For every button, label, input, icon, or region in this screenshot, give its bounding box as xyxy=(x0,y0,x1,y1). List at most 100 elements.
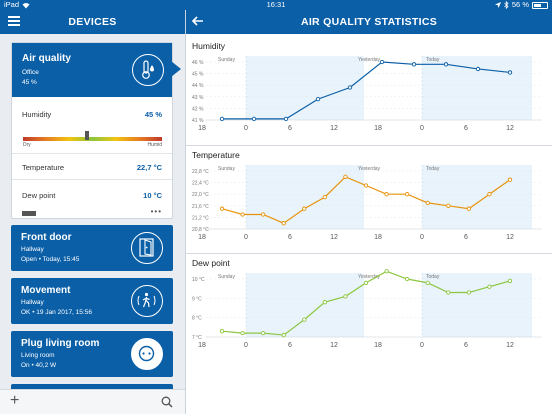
device-status: Open • Today, 15:45 xyxy=(21,256,80,263)
status-bar-right: 56 % xyxy=(494,0,548,10)
x-tick-label: 6 xyxy=(288,342,292,349)
devices-header: DEVICES xyxy=(0,10,185,34)
y-tick-label: 8 °C xyxy=(192,316,202,322)
device-status: OK • 19 Jan 2017, 15:56 xyxy=(21,309,92,316)
chart-divider xyxy=(186,253,552,254)
data-point xyxy=(363,280,369,286)
y-tick-label: 42 % xyxy=(192,106,204,112)
back-arrow-icon[interactable] xyxy=(191,14,207,30)
motion-sensor-icon xyxy=(131,285,163,317)
device-name: Front door xyxy=(21,232,72,243)
data-point xyxy=(487,192,492,197)
data-point xyxy=(281,332,286,338)
humidity-marker xyxy=(85,131,89,140)
movement-card[interactable]: Movement Hallway OK • 19 Jan 2017, 15:56 xyxy=(11,278,173,324)
day-highlight xyxy=(246,56,364,120)
data-point xyxy=(404,192,410,197)
data-point xyxy=(281,221,286,226)
data-point xyxy=(343,174,348,179)
door-icon xyxy=(131,232,163,264)
y-tick-label: 22,8 °C xyxy=(192,169,209,175)
air-quality-card[interactable]: Air quality Office 45 % Humidity 45 % Dr… xyxy=(11,42,173,219)
temperature-chart-title: Temperature xyxy=(192,150,240,160)
dew-point-chart: 7 °C 8 °C 9 °C 10 °C Sunday Yesterday Today 18 0… xyxy=(192,269,542,349)
search-icon[interactable] xyxy=(161,396,173,408)
device-room: Hallway xyxy=(21,299,44,306)
bluetooth-icon xyxy=(504,1,509,9)
x-tick-label: 12 xyxy=(506,234,514,241)
dew-point-row: Dew point 10 °C xyxy=(12,182,172,208)
x-tick-label: 0 xyxy=(244,234,248,241)
x-tick-label: 0 xyxy=(420,342,424,349)
data-point xyxy=(315,96,321,102)
x-tick-label: 12 xyxy=(330,234,338,241)
x-tick-label: 18 xyxy=(374,342,382,349)
data-point xyxy=(507,177,513,182)
data-point xyxy=(302,317,307,322)
data-point xyxy=(283,116,289,121)
y-tick-label: 9 °C xyxy=(192,296,202,302)
day-label: Yesterday xyxy=(358,274,381,280)
plus-icon[interactable]: + xyxy=(10,392,20,409)
air-quality-header[interactable]: Air quality Office 45 % xyxy=(12,43,172,97)
x-tick-label: 6 xyxy=(288,125,292,132)
day-highlight xyxy=(422,165,532,229)
x-tick-label: 0 xyxy=(420,234,424,241)
menu-icon[interactable] xyxy=(8,16,20,26)
devices-list[interactable]: Air quality Office 45 % Humidity 45 % Dr… xyxy=(0,34,185,389)
x-tick-label: 6 xyxy=(288,234,292,241)
more-options-button[interactable]: ••• xyxy=(150,207,162,216)
statistics-header: AIR QUALITY STATISTICS xyxy=(186,10,552,34)
data-point xyxy=(322,194,328,200)
dew-point-chart-title: Dew point xyxy=(192,258,230,268)
scale-high-label: Humid xyxy=(147,142,162,148)
front-door-card[interactable]: Front door Hallway Open • Today, 15:45 xyxy=(11,225,173,271)
x-tick-label: 12 xyxy=(506,342,514,349)
device-label: iPad xyxy=(4,0,20,9)
x-tick-label: 0 xyxy=(244,342,248,349)
data-point xyxy=(475,66,481,72)
charts-area[interactable]: Humidity 41 % 42 % 43 % 44 % 45 % 46 % Sunday Y… xyxy=(186,34,552,414)
humidity-scale: Dry Humid xyxy=(23,131,162,148)
data-point xyxy=(219,206,225,211)
y-tick-label: 21,6 °C xyxy=(192,204,209,210)
day-label: Sunday xyxy=(218,166,235,172)
selected-indicator xyxy=(171,61,181,77)
data-point xyxy=(425,280,430,286)
status-bar-left: iPad xyxy=(4,0,30,10)
humidity-value: 45 % xyxy=(144,110,162,119)
x-tick-label: 18 xyxy=(198,125,206,132)
dew-point-label: Dew point xyxy=(22,191,56,200)
y-tick-label: 44 % xyxy=(192,83,204,89)
data-point xyxy=(302,206,307,211)
data-point xyxy=(240,330,245,336)
data-point xyxy=(443,62,449,67)
data-point xyxy=(487,284,492,289)
temperature-chart: 20,8 °C 21,2 °C 21,6 °C 22,0 °C 22,4 °C 22,8 … xyxy=(192,165,542,241)
temperature-label: Temperature xyxy=(22,163,65,172)
data-point xyxy=(343,294,348,299)
x-tick-label: 6 xyxy=(464,125,468,132)
y-tick-label: 41 % xyxy=(192,118,204,124)
chart-divider xyxy=(186,145,552,146)
bottom-toolbar: + xyxy=(0,389,185,414)
plug-card[interactable]: Plug living room Living room On • 40,2 W xyxy=(11,331,173,377)
device-room: Hallway xyxy=(21,246,44,253)
humidity-label: Humidity xyxy=(22,110,52,119)
status-bar: iPad 16:31 56 % xyxy=(0,0,552,10)
device-room: Office xyxy=(22,69,39,76)
x-tick-label: 18 xyxy=(374,234,382,241)
next-device-card[interactable] xyxy=(11,384,173,389)
data-point xyxy=(219,116,225,121)
data-point xyxy=(446,290,451,295)
series-line xyxy=(222,61,511,120)
data-point xyxy=(219,329,225,334)
y-tick-label: 45 % xyxy=(192,72,204,78)
x-tick-label: 18 xyxy=(198,342,206,349)
data-point xyxy=(240,212,245,217)
y-tick-label: 22,0 °C xyxy=(192,192,209,198)
y-tick-label: 20,8 °C xyxy=(192,227,209,233)
day-label: Today xyxy=(426,274,440,280)
data-point xyxy=(363,183,369,188)
humidity-chart: 41 % 42 % 43 % 44 % 45 % 46 % Sunday Yesterday T… xyxy=(192,56,542,132)
